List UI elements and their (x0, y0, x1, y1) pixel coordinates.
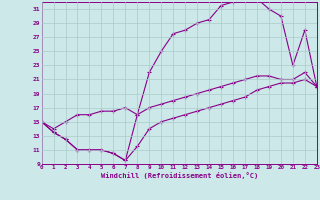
X-axis label: Windchill (Refroidissement éolien,°C): Windchill (Refroidissement éolien,°C) (100, 172, 258, 179)
